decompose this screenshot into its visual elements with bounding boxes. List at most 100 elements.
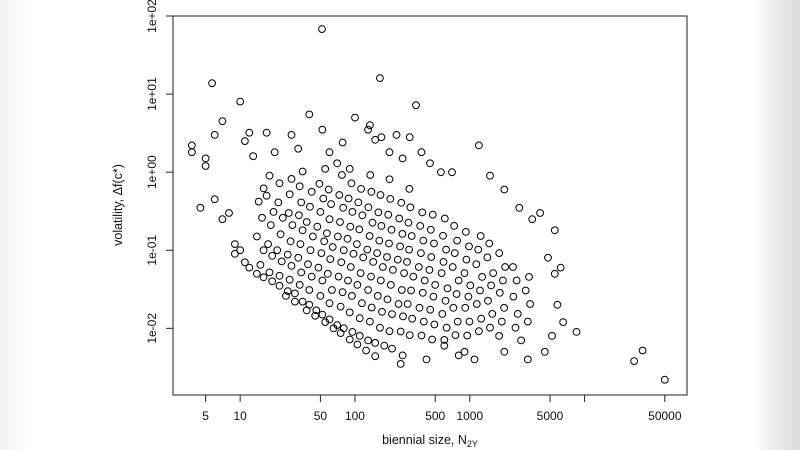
data-point bbox=[429, 292, 438, 301]
data-point bbox=[306, 202, 314, 211]
data-point bbox=[474, 245, 483, 254]
data-point bbox=[475, 327, 483, 336]
data-point bbox=[383, 253, 391, 261]
data-point bbox=[403, 300, 412, 308]
data-point bbox=[362, 346, 371, 355]
y-tick-label: 1e-01 bbox=[145, 235, 159, 266]
data-point bbox=[367, 272, 375, 281]
data-point bbox=[556, 263, 565, 272]
data-point bbox=[339, 203, 348, 212]
data-point bbox=[254, 197, 263, 206]
y-axis-title: volatility, Δf(c*) bbox=[111, 164, 125, 246]
data-point bbox=[403, 258, 411, 266]
data-point bbox=[500, 185, 509, 194]
data-point bbox=[305, 110, 314, 119]
data-point bbox=[417, 331, 426, 340]
data-point bbox=[346, 222, 355, 231]
data-point bbox=[376, 191, 385, 199]
data-point bbox=[338, 171, 346, 179]
data-point bbox=[472, 300, 481, 308]
data-point bbox=[348, 208, 357, 216]
data-point bbox=[463, 331, 472, 340]
data-point bbox=[201, 162, 210, 170]
data-point bbox=[453, 236, 462, 245]
data-point bbox=[388, 310, 396, 319]
data-point bbox=[428, 335, 437, 344]
data-point bbox=[449, 303, 458, 312]
data-point bbox=[426, 225, 435, 234]
data-point bbox=[259, 184, 268, 193]
data-point bbox=[544, 253, 552, 262]
data-point bbox=[368, 218, 377, 227]
data-point bbox=[344, 276, 352, 285]
data-point bbox=[278, 213, 287, 222]
data-point bbox=[348, 328, 357, 336]
data-point bbox=[660, 375, 669, 384]
data-point bbox=[442, 245, 451, 254]
data-point bbox=[385, 327, 394, 336]
x-tick-label: 5000 bbox=[537, 409, 564, 423]
data-point bbox=[437, 168, 445, 177]
data-point bbox=[440, 214, 449, 223]
data-point bbox=[409, 272, 418, 281]
data-point bbox=[276, 230, 285, 239]
data-point bbox=[359, 253, 368, 262]
data-point bbox=[430, 239, 438, 248]
data-point bbox=[495, 332, 504, 340]
data-point bbox=[307, 187, 316, 196]
data-point bbox=[499, 276, 507, 285]
data-point bbox=[399, 312, 407, 321]
data-point bbox=[536, 209, 544, 217]
data-point bbox=[210, 131, 219, 139]
data-point bbox=[284, 209, 293, 217]
data-point bbox=[259, 246, 268, 255]
y-tick-label: 1e-02 bbox=[145, 313, 159, 344]
data-point bbox=[376, 323, 384, 332]
data-point bbox=[526, 300, 534, 308]
data-point bbox=[323, 229, 331, 238]
data-point bbox=[287, 131, 296, 139]
data-point bbox=[275, 179, 284, 188]
data-point bbox=[236, 97, 245, 106]
data-point bbox=[550, 269, 559, 278]
data-point bbox=[442, 323, 451, 332]
data-point bbox=[418, 208, 427, 217]
data-point bbox=[318, 125, 327, 134]
data-point bbox=[486, 171, 494, 180]
data-point bbox=[321, 165, 330, 173]
data-point bbox=[528, 215, 537, 224]
data-point bbox=[378, 307, 386, 316]
data-point bbox=[465, 317, 474, 326]
x-tick-label: 50 bbox=[314, 409, 328, 423]
x-tick-label: 50000 bbox=[648, 409, 682, 423]
plot-frame bbox=[172, 15, 688, 396]
data-point bbox=[231, 249, 239, 258]
data-point bbox=[355, 314, 364, 323]
data-point bbox=[328, 286, 336, 294]
data-point bbox=[396, 327, 405, 336]
data-point bbox=[245, 128, 254, 137]
data-point bbox=[364, 203, 373, 212]
data-point bbox=[334, 232, 342, 241]
data-point bbox=[373, 292, 382, 300]
data-point bbox=[630, 357, 638, 366]
data-point bbox=[366, 171, 375, 179]
data-point bbox=[355, 225, 364, 234]
data-point bbox=[337, 258, 346, 267]
data-point bbox=[358, 299, 366, 308]
data-point bbox=[439, 231, 447, 240]
data-point bbox=[419, 317, 428, 326]
data-point bbox=[225, 209, 233, 217]
data-point bbox=[386, 195, 395, 203]
x-tick-label: 500 bbox=[425, 409, 445, 423]
data-point bbox=[523, 355, 532, 364]
data-point bbox=[316, 208, 325, 216]
data-point bbox=[487, 281, 496, 290]
data-point bbox=[559, 318, 567, 327]
data-point bbox=[450, 222, 459, 230]
data-point bbox=[268, 277, 277, 286]
data-point bbox=[282, 292, 290, 300]
data-point bbox=[283, 250, 292, 259]
data-point bbox=[326, 255, 335, 264]
